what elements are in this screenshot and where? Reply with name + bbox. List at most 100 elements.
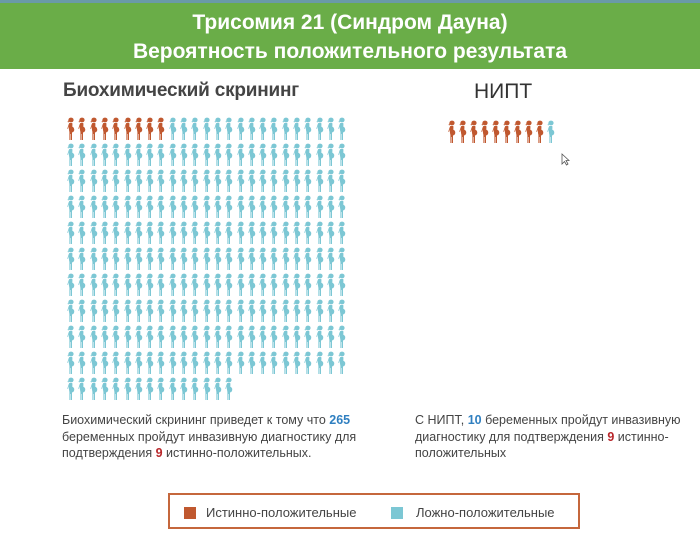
biochemical-screening-description: Биохимический скрининг приведет к тому ч… [62, 412, 362, 462]
legend: Истинно-положительные Ложно-положительны… [168, 493, 580, 529]
false-positive-figure [303, 273, 313, 297]
false-positive-figure [89, 169, 99, 193]
title-line-2: Вероятность положительного результата [132, 40, 568, 63]
false-positive-figure [247, 325, 257, 349]
false-positive-figure [134, 143, 144, 167]
false-positive-figure [281, 325, 291, 349]
true-positive-figure [156, 117, 166, 141]
false-positive-figure [546, 120, 556, 144]
false-positive-figure [123, 169, 133, 193]
false-positive-figure [269, 325, 279, 349]
false-positive-figure [303, 195, 313, 219]
false-positive-figure [303, 325, 313, 349]
false-positive-figure [292, 221, 302, 245]
false-positive-figure [326, 299, 336, 323]
true-positive-figure [66, 117, 76, 141]
true-positive-figure [469, 120, 479, 144]
biochemical-screening-title: Биохимический скрининг [63, 80, 300, 101]
true-positive-figure [100, 117, 110, 141]
false-positive-figure [111, 143, 121, 167]
false-positive-figure [269, 169, 279, 193]
false-positive-figure [134, 325, 144, 349]
text-part: беременных пройдут инвазивную диагностик… [415, 413, 681, 444]
false-positive-figure [190, 117, 200, 141]
false-positive-figure [190, 325, 200, 349]
false-positive-figure [326, 247, 336, 271]
false-positive-figure [100, 377, 110, 401]
false-positive-figure [111, 377, 121, 401]
true-positive-figure [123, 117, 133, 141]
false-positive-figure [236, 195, 246, 219]
false-positive-figure [179, 351, 189, 375]
false-positive-figure [190, 247, 200, 271]
false-positive-figure [66, 299, 76, 323]
false-positive-figure [190, 351, 200, 375]
false-positive-figure [258, 273, 268, 297]
false-positive-figure [236, 247, 246, 271]
false-positive-figure [213, 195, 223, 219]
false-positive-figure [247, 247, 257, 271]
text-part: истинно-положительных. [162, 446, 312, 460]
false-positive-figure [258, 117, 268, 141]
false-positive-figure [326, 325, 336, 349]
false-positive-figure [303, 247, 313, 271]
false-positive-figure [134, 221, 144, 245]
false-positive-figure [100, 169, 110, 193]
false-positive-figure [145, 325, 155, 349]
false-positive-figure [66, 169, 76, 193]
false-positive-figure [326, 169, 336, 193]
false-positive-figure [179, 143, 189, 167]
total-count: 265 [329, 413, 351, 427]
false-positive-figure [202, 273, 212, 297]
title-line-1: Трисомия 21 (Синдром Дауна) [192, 11, 508, 34]
false-positive-figure [202, 143, 212, 167]
false-positive-figure [202, 195, 212, 219]
false-positive-figure [281, 273, 291, 297]
false-positive-figure [303, 169, 313, 193]
false-positive-figure [111, 325, 121, 349]
false-positive-figure [326, 143, 336, 167]
false-positive-figure [292, 195, 302, 219]
false-positive-figure [213, 143, 223, 167]
false-positive-figure [179, 221, 189, 245]
false-positive-figure [281, 143, 291, 167]
false-positive-figure [281, 299, 291, 323]
true-positive-count: 9 [607, 429, 615, 444]
false-positive-figure [168, 117, 178, 141]
false-positive-figure [269, 195, 279, 219]
false-positive-figure [145, 195, 155, 219]
true-positive-figure [513, 120, 523, 144]
false-positive-figure [281, 117, 291, 141]
false-positive-figure [111, 273, 121, 297]
false-positive-figure [100, 247, 110, 271]
false-positive-figure [224, 299, 234, 323]
false-positive-figure [168, 247, 178, 271]
false-positive-figure [134, 195, 144, 219]
false-positive-figure [292, 273, 302, 297]
true-positive-figure [77, 117, 87, 141]
false-positive-figure [156, 221, 166, 245]
false-positive-figure [315, 195, 325, 219]
false-positive-figure [89, 247, 99, 271]
false-positive-figure [213, 351, 223, 375]
false-positive-figure [326, 221, 336, 245]
false-positive-figure [337, 299, 347, 323]
false-positive-figure [315, 221, 325, 245]
false-positive-figure [77, 299, 87, 323]
false-positive-figure [236, 143, 246, 167]
false-positive-figure [326, 351, 336, 375]
true-positive-figure [447, 120, 457, 144]
false-positive-figure [258, 325, 268, 349]
false-positive-figure [145, 247, 155, 271]
false-positive-figure [236, 351, 246, 375]
false-positive-figure [168, 325, 178, 349]
true-positive-figure [89, 117, 99, 141]
false-positive-figure [89, 143, 99, 167]
false-positive-figure [89, 221, 99, 245]
true-positive-figure [502, 120, 512, 144]
false-positive-figure [303, 221, 313, 245]
false-positive-figure [337, 247, 347, 271]
false-positive-figure [111, 195, 121, 219]
false-positive-figure [281, 221, 291, 245]
false-positive-figure [224, 169, 234, 193]
